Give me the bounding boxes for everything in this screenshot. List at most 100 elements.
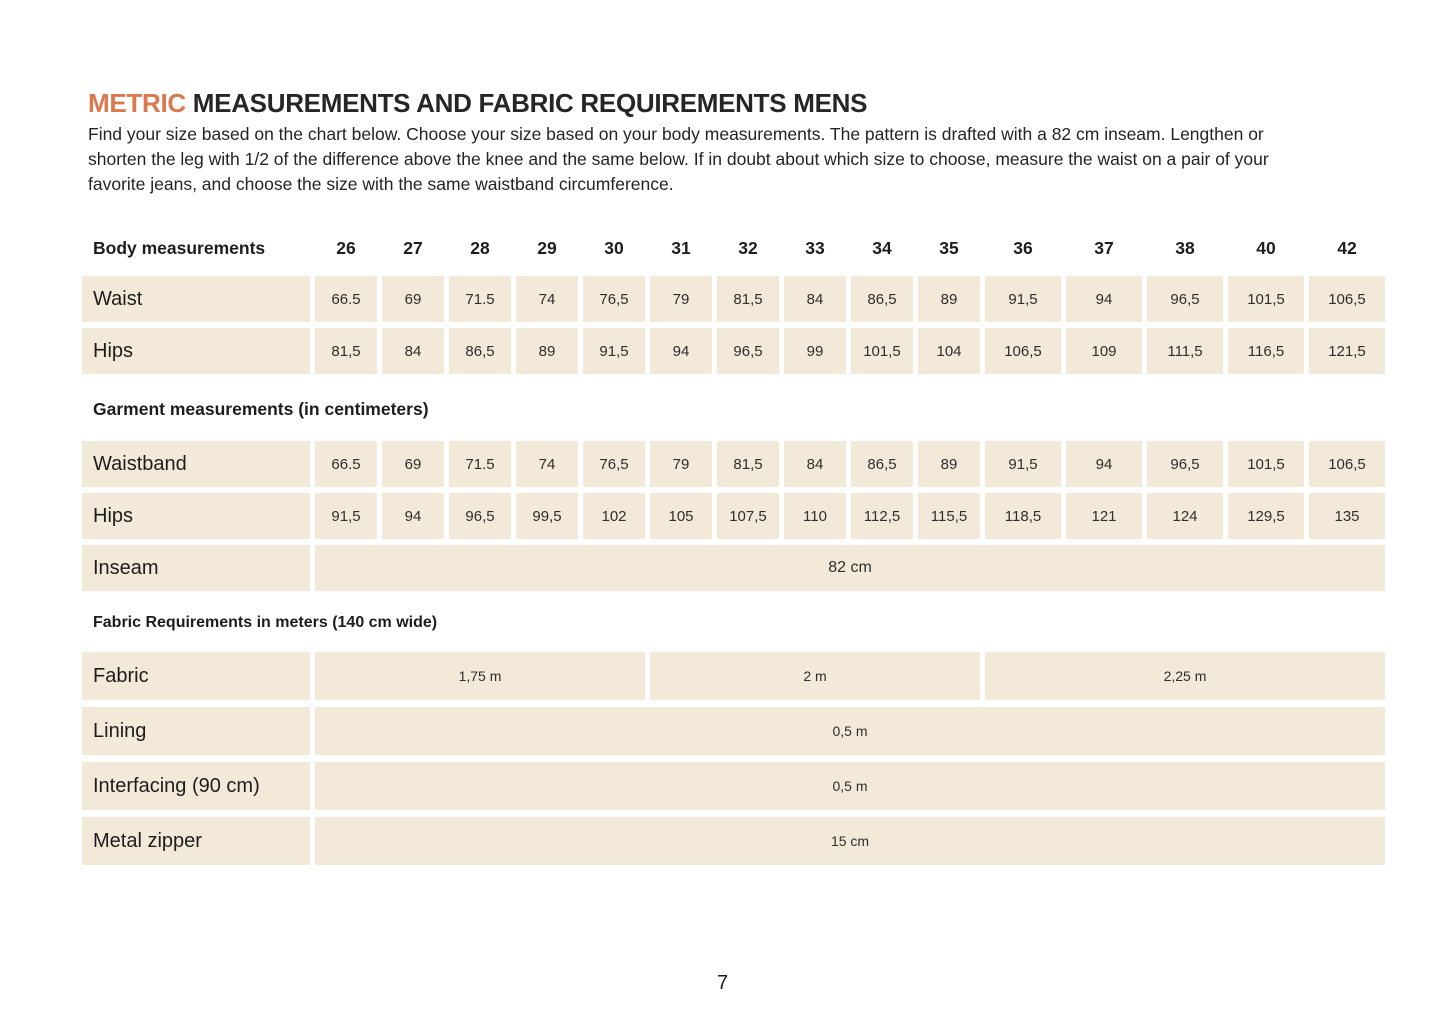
size-col-38: 38 (1175, 237, 1195, 258)
page-content: METRIC MEASUREMENTS AND FABRIC REQUIREME… (82, 88, 1445, 865)
waistband-value: 69 (382, 441, 444, 487)
garment-hips-value: 105 (650, 493, 712, 539)
row-label: Inseam (82, 545, 310, 591)
fabric-amount-mid-sizes: 2 m (650, 652, 980, 700)
size-col-40: 40 (1256, 237, 1276, 258)
waist-value: 106,5 (1309, 276, 1385, 322)
waist-value: 84 (784, 276, 846, 322)
hips-value: 104 (918, 328, 980, 374)
waistband-value: 71.5 (449, 441, 511, 487)
fabric-row: Fabric 1,75 m 2 m 2,25 m (82, 652, 1385, 700)
zipper-value: 15 cm (315, 817, 1385, 865)
waistband-value: 74 (516, 441, 578, 487)
garment-hips-value: 91,5 (315, 493, 377, 539)
waist-value: 86,5 (851, 276, 913, 322)
hips-value: 84 (382, 328, 444, 374)
size-col-42: 42 (1337, 237, 1357, 258)
waistband-value: 91,5 (985, 441, 1061, 487)
row-label: Fabric (82, 652, 310, 700)
size-col-30: 30 (604, 237, 624, 258)
waist-value: 71.5 (449, 276, 511, 322)
hips-value: 106,5 (985, 328, 1061, 374)
size-col-29: 29 (537, 237, 557, 258)
garment-hips-value: 107,5 (717, 493, 779, 539)
waist-value: 81,5 (717, 276, 779, 322)
waist-value: 69 (382, 276, 444, 322)
hips-value: 109 (1066, 328, 1142, 374)
waist-value: 89 (918, 276, 980, 322)
garment-hips-value: 112,5 (851, 493, 913, 539)
row-label: Lining (82, 707, 310, 755)
garment-hips-value: 115,5 (918, 493, 980, 539)
garment-hips-value: 110 (784, 493, 846, 539)
lining-row: Lining 0,5 m (82, 707, 1385, 755)
waistband-value: 94 (1066, 441, 1142, 487)
fabric-amount-large-sizes: 2,25 m (985, 652, 1385, 700)
row-label: Hips (82, 328, 310, 374)
garment-hips-value: 96,5 (449, 493, 511, 539)
lining-value: 0,5 m (315, 707, 1385, 755)
hips-value: 81,5 (315, 328, 377, 374)
size-header-row: Body measurements 26 27 28 29 30 31 32 3… (82, 233, 1385, 263)
interfacing-row: Interfacing (90 cm) 0,5 m (82, 762, 1385, 810)
waist-value: 74 (516, 276, 578, 322)
hips-value: 86,5 (449, 328, 511, 374)
waist-value: 76,5 (583, 276, 645, 322)
hips-value: 99 (784, 328, 846, 374)
garment-hips-row: Hips 91,5 94 96,5 99,5 102 105 107,5 110… (82, 493, 1385, 539)
size-col-33: 33 (805, 237, 825, 258)
garment-hips-value: 121 (1066, 493, 1142, 539)
waistband-value: 96,5 (1147, 441, 1223, 487)
waistband-value: 89 (918, 441, 980, 487)
waistband-value: 66.5 (315, 441, 377, 487)
waistband-row: Waistband 66.5 69 71.5 74 76,5 79 81,5 8… (82, 441, 1385, 487)
size-col-28: 28 (470, 237, 490, 258)
body-hips-row: Hips 81,5 84 86,5 89 91,5 94 96,5 99 101… (82, 328, 1385, 374)
hips-value: 96,5 (717, 328, 779, 374)
hips-value: 91,5 (583, 328, 645, 374)
garment-section-heading: Garment measurements (in centimeters) (93, 399, 429, 419)
page-title: METRIC MEASUREMENTS AND FABRIC REQUIREME… (88, 88, 1445, 118)
garment-hips-value: 118,5 (985, 493, 1061, 539)
waistband-value: 101,5 (1228, 441, 1304, 487)
page-title-accent: METRIC (88, 88, 186, 118)
hips-value: 101,5 (851, 328, 913, 374)
waistband-value: 86,5 (851, 441, 913, 487)
garment-hips-value: 99,5 (516, 493, 578, 539)
interfacing-value: 0,5 m (315, 762, 1385, 810)
size-col-31: 31 (671, 237, 691, 258)
inseam-row: Inseam 82 cm (82, 545, 1385, 591)
fabric-section-heading: Fabric Requirements in meters (140 cm wi… (93, 614, 438, 631)
waist-value: 66.5 (315, 276, 377, 322)
garment-hips-value: 94 (382, 493, 444, 539)
row-label: Metal zipper (82, 817, 310, 865)
fabric-amount-small-sizes: 1,75 m (315, 652, 645, 700)
row-label: Waistband (82, 441, 310, 487)
waist-value: 79 (650, 276, 712, 322)
waistband-value: 106,5 (1309, 441, 1385, 487)
garment-hips-value: 135 (1309, 493, 1385, 539)
waist-value: 101,5 (1228, 276, 1304, 322)
page-number: 7 (716, 972, 729, 994)
waistband-value: 81,5 (717, 441, 779, 487)
waistband-value: 76,5 (583, 441, 645, 487)
waistband-value: 84 (784, 441, 846, 487)
garment-hips-value: 129,5 (1228, 493, 1304, 539)
intro-paragraph: Find your size based on the chart below.… (88, 124, 1269, 194)
size-col-35: 35 (939, 237, 959, 258)
size-col-27: 27 (403, 237, 423, 258)
waist-value: 94 (1066, 276, 1142, 322)
row-label: Hips (82, 493, 310, 539)
metal-zipper-row: Metal zipper 15 cm (82, 817, 1385, 865)
garment-hips-value: 124 (1147, 493, 1223, 539)
garment-hips-value: 102 (583, 493, 645, 539)
waist-value: 91,5 (985, 276, 1061, 322)
waistband-value: 79 (650, 441, 712, 487)
size-col-34: 34 (872, 237, 892, 258)
hips-value: 121,5 (1309, 328, 1385, 374)
hips-value: 111,5 (1147, 328, 1223, 374)
size-col-32: 32 (738, 237, 758, 258)
hips-value: 116,5 (1228, 328, 1304, 374)
size-header-label: Body measurements (93, 237, 266, 258)
